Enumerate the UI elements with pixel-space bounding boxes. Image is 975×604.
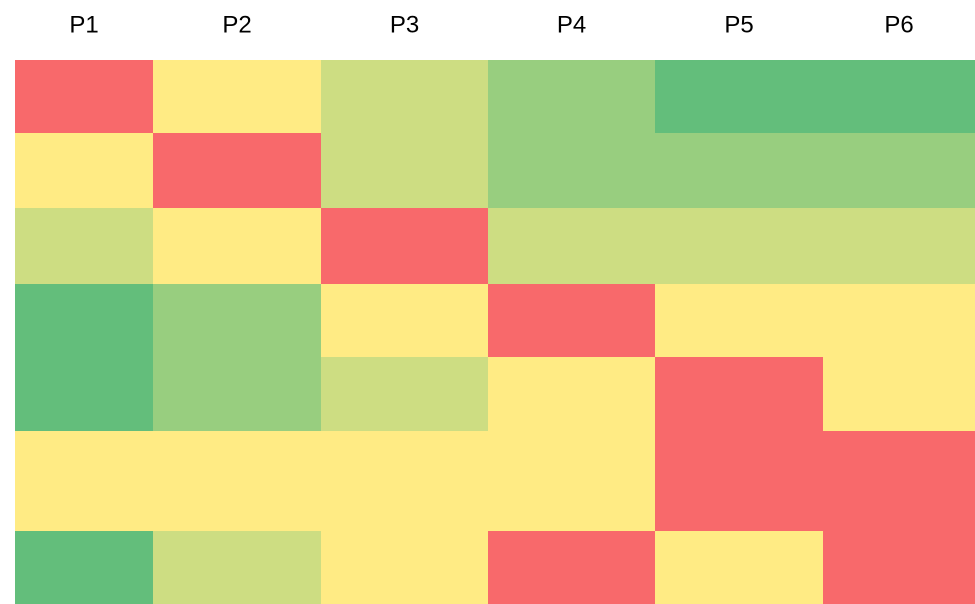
cell	[15, 357, 153, 431]
cell	[15, 284, 153, 357]
cell	[655, 431, 823, 531]
cell	[655, 284, 823, 357]
cell	[823, 208, 975, 284]
column-header: P5	[724, 11, 753, 38]
cell	[321, 531, 488, 604]
cell	[321, 357, 488, 431]
column-header: P2	[222, 11, 251, 38]
cell	[655, 60, 823, 133]
cell	[321, 284, 488, 357]
cell	[488, 531, 655, 604]
cell	[488, 431, 655, 531]
cell	[655, 531, 823, 604]
cell	[321, 431, 488, 531]
cell	[15, 531, 153, 604]
cell	[153, 431, 321, 531]
column-header: P1	[69, 11, 98, 38]
cell	[15, 208, 153, 284]
cell	[488, 133, 655, 208]
cell	[488, 357, 655, 431]
cell	[153, 531, 321, 604]
cell	[15, 133, 153, 208]
cell	[823, 284, 975, 357]
column-header: P3	[390, 11, 419, 38]
cell	[823, 531, 975, 604]
cell	[655, 208, 823, 284]
cell	[823, 431, 975, 531]
cell	[153, 133, 321, 208]
cell	[488, 60, 655, 133]
cell	[15, 60, 153, 133]
cell	[153, 284, 321, 357]
cell	[823, 357, 975, 431]
cell	[488, 284, 655, 357]
cell	[321, 133, 488, 208]
cell	[321, 208, 488, 284]
cell	[823, 60, 975, 133]
column-header: P6	[884, 11, 913, 38]
cell	[321, 60, 488, 133]
cell	[153, 60, 321, 133]
column-header: P4	[557, 11, 586, 38]
cell	[488, 208, 655, 284]
cell	[153, 208, 321, 284]
cell	[823, 133, 975, 208]
cell	[153, 357, 321, 431]
cell	[15, 431, 153, 531]
cell	[655, 133, 823, 208]
cell	[655, 357, 823, 431]
